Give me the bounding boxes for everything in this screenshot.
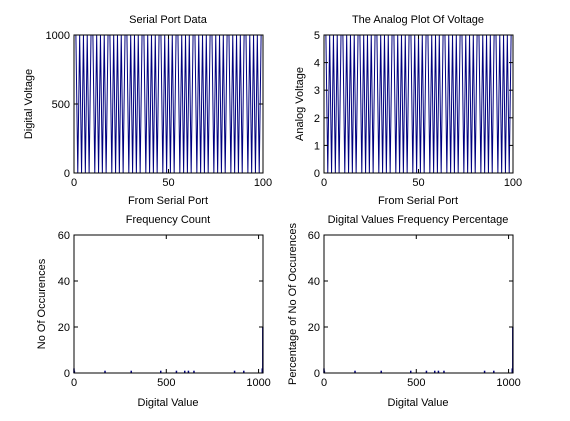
- x-tick-label: 100: [254, 177, 272, 189]
- x-tick-label: 50: [162, 177, 174, 189]
- bar: [243, 370, 245, 373]
- x-tick-label: 0: [71, 377, 77, 389]
- y-axis-label: Percentage of No Of Occurences: [287, 222, 299, 385]
- y-tick-label: 2: [314, 113, 320, 125]
- bar: [425, 370, 428, 373]
- bar: [443, 370, 445, 373]
- bar: [493, 370, 495, 373]
- bar: [160, 370, 162, 373]
- x-axis-label: From Serial Port: [378, 195, 458, 207]
- x-tick-label: 0: [71, 177, 77, 189]
- y-tick-label: 20: [308, 322, 320, 334]
- subplot-title: The Analog Plot Of Voltage: [352, 14, 484, 26]
- x-tick-label: 100: [504, 177, 522, 189]
- subplot-analog-plot-of-voltage: The Analog Plot Of Voltage From Serial P…: [294, 14, 522, 207]
- y-axis-label: Analog Voltage: [294, 67, 306, 141]
- bar: [410, 370, 412, 373]
- subplot-frequency-count: Frequency Count Digital Value No Of Occu…: [36, 214, 271, 409]
- x-tick-label: 500: [407, 377, 425, 389]
- y-tick-label: 60: [58, 230, 70, 242]
- bar: [354, 370, 356, 373]
- y-tick-label: 0: [64, 168, 70, 180]
- y-tick-label: 500: [52, 99, 70, 111]
- bar: [437, 370, 440, 373]
- x-axis-label: Digital Value: [388, 397, 449, 409]
- bar: [104, 370, 106, 373]
- x-tick-label: 500: [157, 377, 175, 389]
- x-axis-label: From Serial Port: [128, 195, 208, 207]
- bar: [175, 370, 178, 373]
- y-tick-label: 0: [64, 368, 70, 380]
- x-axis-label: Digital Value: [138, 397, 199, 409]
- plot-frame: [323, 234, 514, 374]
- x-tick-label: 0: [321, 177, 327, 189]
- x-tick-label: 1000: [496, 377, 520, 389]
- y-tick-label: 4: [314, 58, 320, 70]
- bar: [380, 370, 382, 373]
- plot-frame: [73, 234, 264, 374]
- bar: [433, 370, 436, 373]
- bar: [130, 370, 132, 373]
- bar: [193, 370, 195, 373]
- y-tick-label: 60: [308, 230, 320, 242]
- subplot-serial-port-data: Serial Port Data From Serial Port Digita…: [23, 14, 272, 207]
- bar: [183, 370, 186, 373]
- x-tick-label: 0: [321, 377, 327, 389]
- y-axis-label: Digital Voltage: [23, 69, 35, 139]
- bar: [483, 370, 486, 373]
- y-tick-label: 1000: [46, 30, 70, 42]
- x-tick-label: 1000: [246, 377, 270, 389]
- y-tick-label: 40: [308, 276, 320, 288]
- y-tick-label: 0: [314, 168, 320, 180]
- subplot-title: Serial Port Data: [129, 14, 208, 26]
- y-tick-label: 3: [314, 85, 320, 97]
- y-tick-label: 0: [314, 368, 320, 380]
- subplot-title: Frequency Count: [126, 214, 210, 226]
- y-tick-label: 40: [58, 276, 70, 288]
- y-tick-label: 1: [314, 140, 320, 152]
- bar: [233, 370, 236, 373]
- x-tick-label: 50: [412, 177, 424, 189]
- y-tick-label: 5: [314, 30, 320, 42]
- subplot-digital-values-frequency-percentage: Digital Values Frequency Percentage Digi…: [287, 214, 521, 409]
- y-tick-label: 20: [58, 322, 70, 334]
- subplot-title: Digital Values Frequency Percentage: [328, 214, 509, 226]
- y-axis-label: No Of Occurences: [36, 258, 48, 349]
- bar: [187, 370, 190, 373]
